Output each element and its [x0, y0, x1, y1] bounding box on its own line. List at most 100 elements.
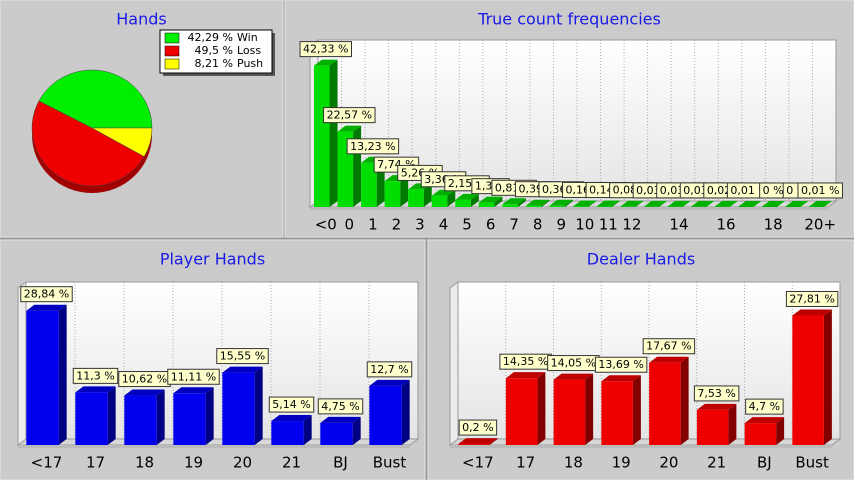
bar-top [222, 366, 263, 373]
x-tick-label: 7 [509, 216, 519, 234]
bar [408, 189, 424, 207]
bar-side [156, 389, 165, 445]
bar [320, 422, 353, 445]
value-label: 5,14 % [272, 398, 310, 411]
bar-side [494, 196, 503, 207]
value-label-box [642, 338, 696, 355]
bar-side [585, 373, 594, 445]
bar-side [753, 200, 762, 207]
bar-top [620, 200, 644, 207]
bar-top [505, 372, 546, 379]
bar-top [549, 199, 573, 206]
bar [549, 205, 565, 207]
bar-top [455, 193, 479, 200]
bar-side [470, 193, 479, 207]
x-tick-label: 11 [599, 216, 618, 234]
bar [271, 421, 304, 445]
bar [431, 195, 448, 207]
bar [525, 205, 542, 207]
bar-side [401, 379, 410, 445]
x-tick-label: 18 [564, 454, 583, 472]
value-label: 4,75 % [321, 400, 359, 413]
x-tick-label: 0 [345, 216, 355, 234]
value-label: 27,81 % [789, 292, 834, 305]
value-label: 14,05 % [551, 357, 596, 370]
x-tick-label: 3 [415, 216, 425, 234]
bar-side [254, 366, 263, 445]
bar-top [458, 438, 498, 445]
bar-top [744, 417, 785, 424]
x-tick-label: 8 [533, 216, 543, 234]
value-label-box [745, 398, 784, 415]
bar [744, 423, 777, 445]
bar-top [643, 200, 668, 207]
bar-top [808, 200, 832, 207]
bar-side [58, 304, 67, 445]
x-tick-label: Bust [795, 454, 829, 472]
bar [601, 381, 633, 445]
value-label: 10,62 % [122, 373, 167, 386]
x-tick-label: 19 [612, 454, 631, 472]
bar [696, 409, 729, 445]
x-tick-label: BJ [757, 454, 772, 472]
plot-floor-edge [450, 445, 832, 448]
value-label-box [346, 138, 400, 155]
bar-side [541, 199, 550, 207]
bar-side [706, 200, 715, 207]
bar [649, 362, 681, 445]
bar-top [784, 201, 809, 207]
bar-top [792, 309, 832, 316]
value-label-box [268, 396, 315, 413]
bar [173, 393, 206, 445]
bar-side [728, 403, 737, 445]
bar-side [776, 417, 785, 445]
value-label: 14,35 % [503, 355, 548, 368]
x-tick-label: 21 [282, 454, 301, 472]
bar [384, 181, 401, 207]
bar-side [823, 309, 832, 445]
value-label-box [20, 286, 73, 303]
bar [553, 379, 586, 445]
x-tick-label: 14 [669, 216, 688, 234]
value-label-box [797, 182, 843, 199]
bar-side [205, 387, 214, 445]
value-label: 11,11 % [171, 370, 216, 383]
bar [75, 392, 108, 445]
bar-side [423, 183, 432, 207]
value-label: 0,01 % [801, 184, 839, 197]
bar-side [635, 200, 644, 207]
bar [502, 204, 518, 207]
bar [792, 315, 824, 445]
legend-label: Push [237, 57, 263, 70]
x-tick-label: 9 [556, 216, 566, 234]
bar-side [682, 200, 691, 207]
bar-side [588, 200, 597, 207]
x-tick-label: 21 [707, 454, 726, 472]
bar-top [525, 199, 550, 206]
value-label-box [323, 107, 376, 124]
pie-slice [31, 100, 145, 187]
x-tick-label: 1 [368, 216, 378, 234]
x-tick-label: 4 [439, 216, 449, 234]
value-label: 4,7 % [749, 400, 780, 413]
bar-top [596, 200, 621, 207]
x-tick-label: 5 [462, 216, 472, 234]
bar-side [537, 372, 546, 445]
x-tick-label: 17 [516, 454, 535, 472]
x-tick-label: 20 [659, 454, 678, 472]
bar-top [601, 375, 641, 382]
x-tick-label: 18 [135, 454, 154, 472]
value-label: 11,3 % [76, 369, 114, 382]
legend-value: 8,21 % [195, 57, 233, 70]
bar [573, 206, 589, 207]
plot-left-wall [17, 281, 27, 446]
pie-slice [38, 69, 153, 129]
x-tick-label: 12 [622, 216, 641, 234]
bar [478, 202, 495, 207]
chart-title: True count frequencies [477, 10, 661, 29]
bar [369, 385, 402, 445]
value-label: 17,67 % [646, 340, 691, 353]
chart-title: Hands [116, 10, 166, 29]
pie-slice [91, 127, 153, 157]
value-label-box [785, 290, 839, 307]
